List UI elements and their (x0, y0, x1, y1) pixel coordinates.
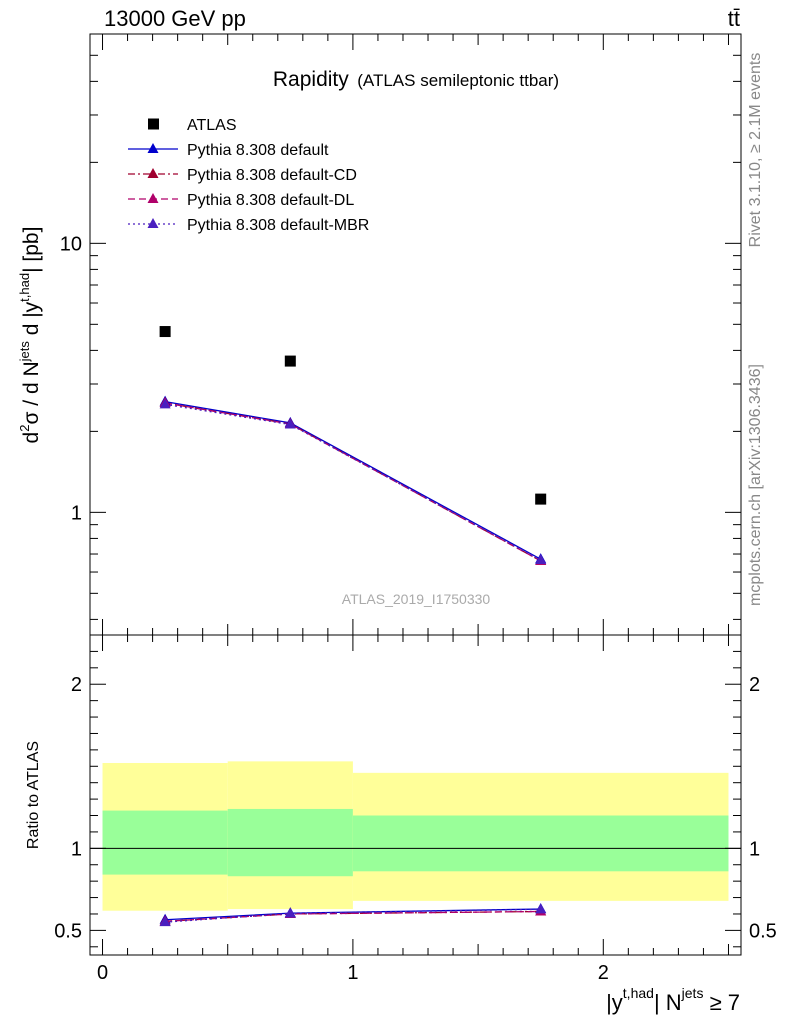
main-series-marker-4 (284, 418, 296, 429)
atlas-data-point (284, 355, 296, 367)
rivet-label: Rivet 3.1.10, ≥ 2.1M events (747, 53, 764, 248)
ratio-series-line-3 (165, 908, 541, 923)
uncertainty-band-inner (352, 815, 729, 872)
ratio-series-marker-3 (159, 916, 171, 927)
ratio-series-marker-3 (284, 907, 296, 918)
x-tick-label: 1 (347, 962, 358, 984)
legend-label: ATLAS (187, 117, 237, 134)
legend-label: Pythia 8.308 default-DL (187, 192, 354, 209)
x-axis-label: |yt,had| Njets ≥ 7 (606, 985, 740, 1015)
main-series-line-3 (165, 402, 542, 562)
header-process-label: tt̄ (728, 6, 740, 31)
ratio-y-axis-label: Ratio to ATLAS (25, 741, 42, 849)
x-tick-label: 0 (97, 962, 108, 984)
ratio-y-tick-label-right: 0.5 (749, 920, 777, 942)
main-series-marker-4 (535, 554, 547, 565)
ratio-y-tick-label-left: 2 (71, 674, 82, 696)
legend-marker (147, 168, 159, 178)
ratio-series-marker-3 (535, 903, 547, 914)
main-series-line-2 (165, 402, 542, 562)
legend-label: Pythia 8.308 default-CD (187, 167, 357, 184)
uncertainty-band-inner (227, 808, 353, 877)
legend-label: Pythia 8.308 default (187, 142, 329, 159)
uncertainty-band-inner (102, 810, 228, 875)
chart-title: Rapidity (ATLAS semileptonic ttbar) (273, 68, 559, 91)
main-y-tick-label: 10 (60, 233, 82, 255)
ratio-frame (89, 634, 742, 956)
main-y-axis-label: d2σ / d Njets d |yt,had| [pb] (17, 227, 43, 444)
ratio-y-tick-label-right: 1 (749, 838, 760, 860)
header-energy-label: 13000 GeV pp (104, 6, 246, 31)
main-series-line-4 (165, 403, 542, 561)
atlas-data-point (159, 326, 171, 338)
main-panel: 110 Rapidity (ATLAS semileptonic ttbar) … (17, 33, 742, 636)
legend-marker (147, 193, 159, 203)
main-series-marker-4 (159, 398, 171, 409)
legend-marker (147, 143, 159, 153)
ratio-y-tick-label-right: 2 (749, 674, 760, 696)
ratio-y-tick-label-left: 1 (71, 838, 82, 860)
ratio-panel: 0.5 0.5 1 1 2 2 0 1 2 Ratio to ATLAS |yt,had| Nj… (25, 634, 777, 1015)
main-y-tick-label: 1 (71, 502, 82, 524)
legend-marker (147, 218, 159, 228)
ratio-y-tick-label-left: 0.5 (54, 920, 82, 942)
legend: ATLAS Pythia 8.308 default Pythia 8.308 de… (128, 117, 369, 234)
legend-label: Pythia 8.308 default-MBR (187, 217, 369, 234)
analysis-id-label: ATLAS_2019_I1750330 (342, 591, 491, 607)
x-tick-label: 2 (598, 962, 609, 984)
legend-marker-atlas (148, 118, 159, 130)
atlas-data-point (535, 493, 547, 505)
mcplots-label: mcplots.cern.ch [arXiv:1306.3436] (747, 364, 764, 606)
main-series-line-1 (165, 400, 542, 560)
